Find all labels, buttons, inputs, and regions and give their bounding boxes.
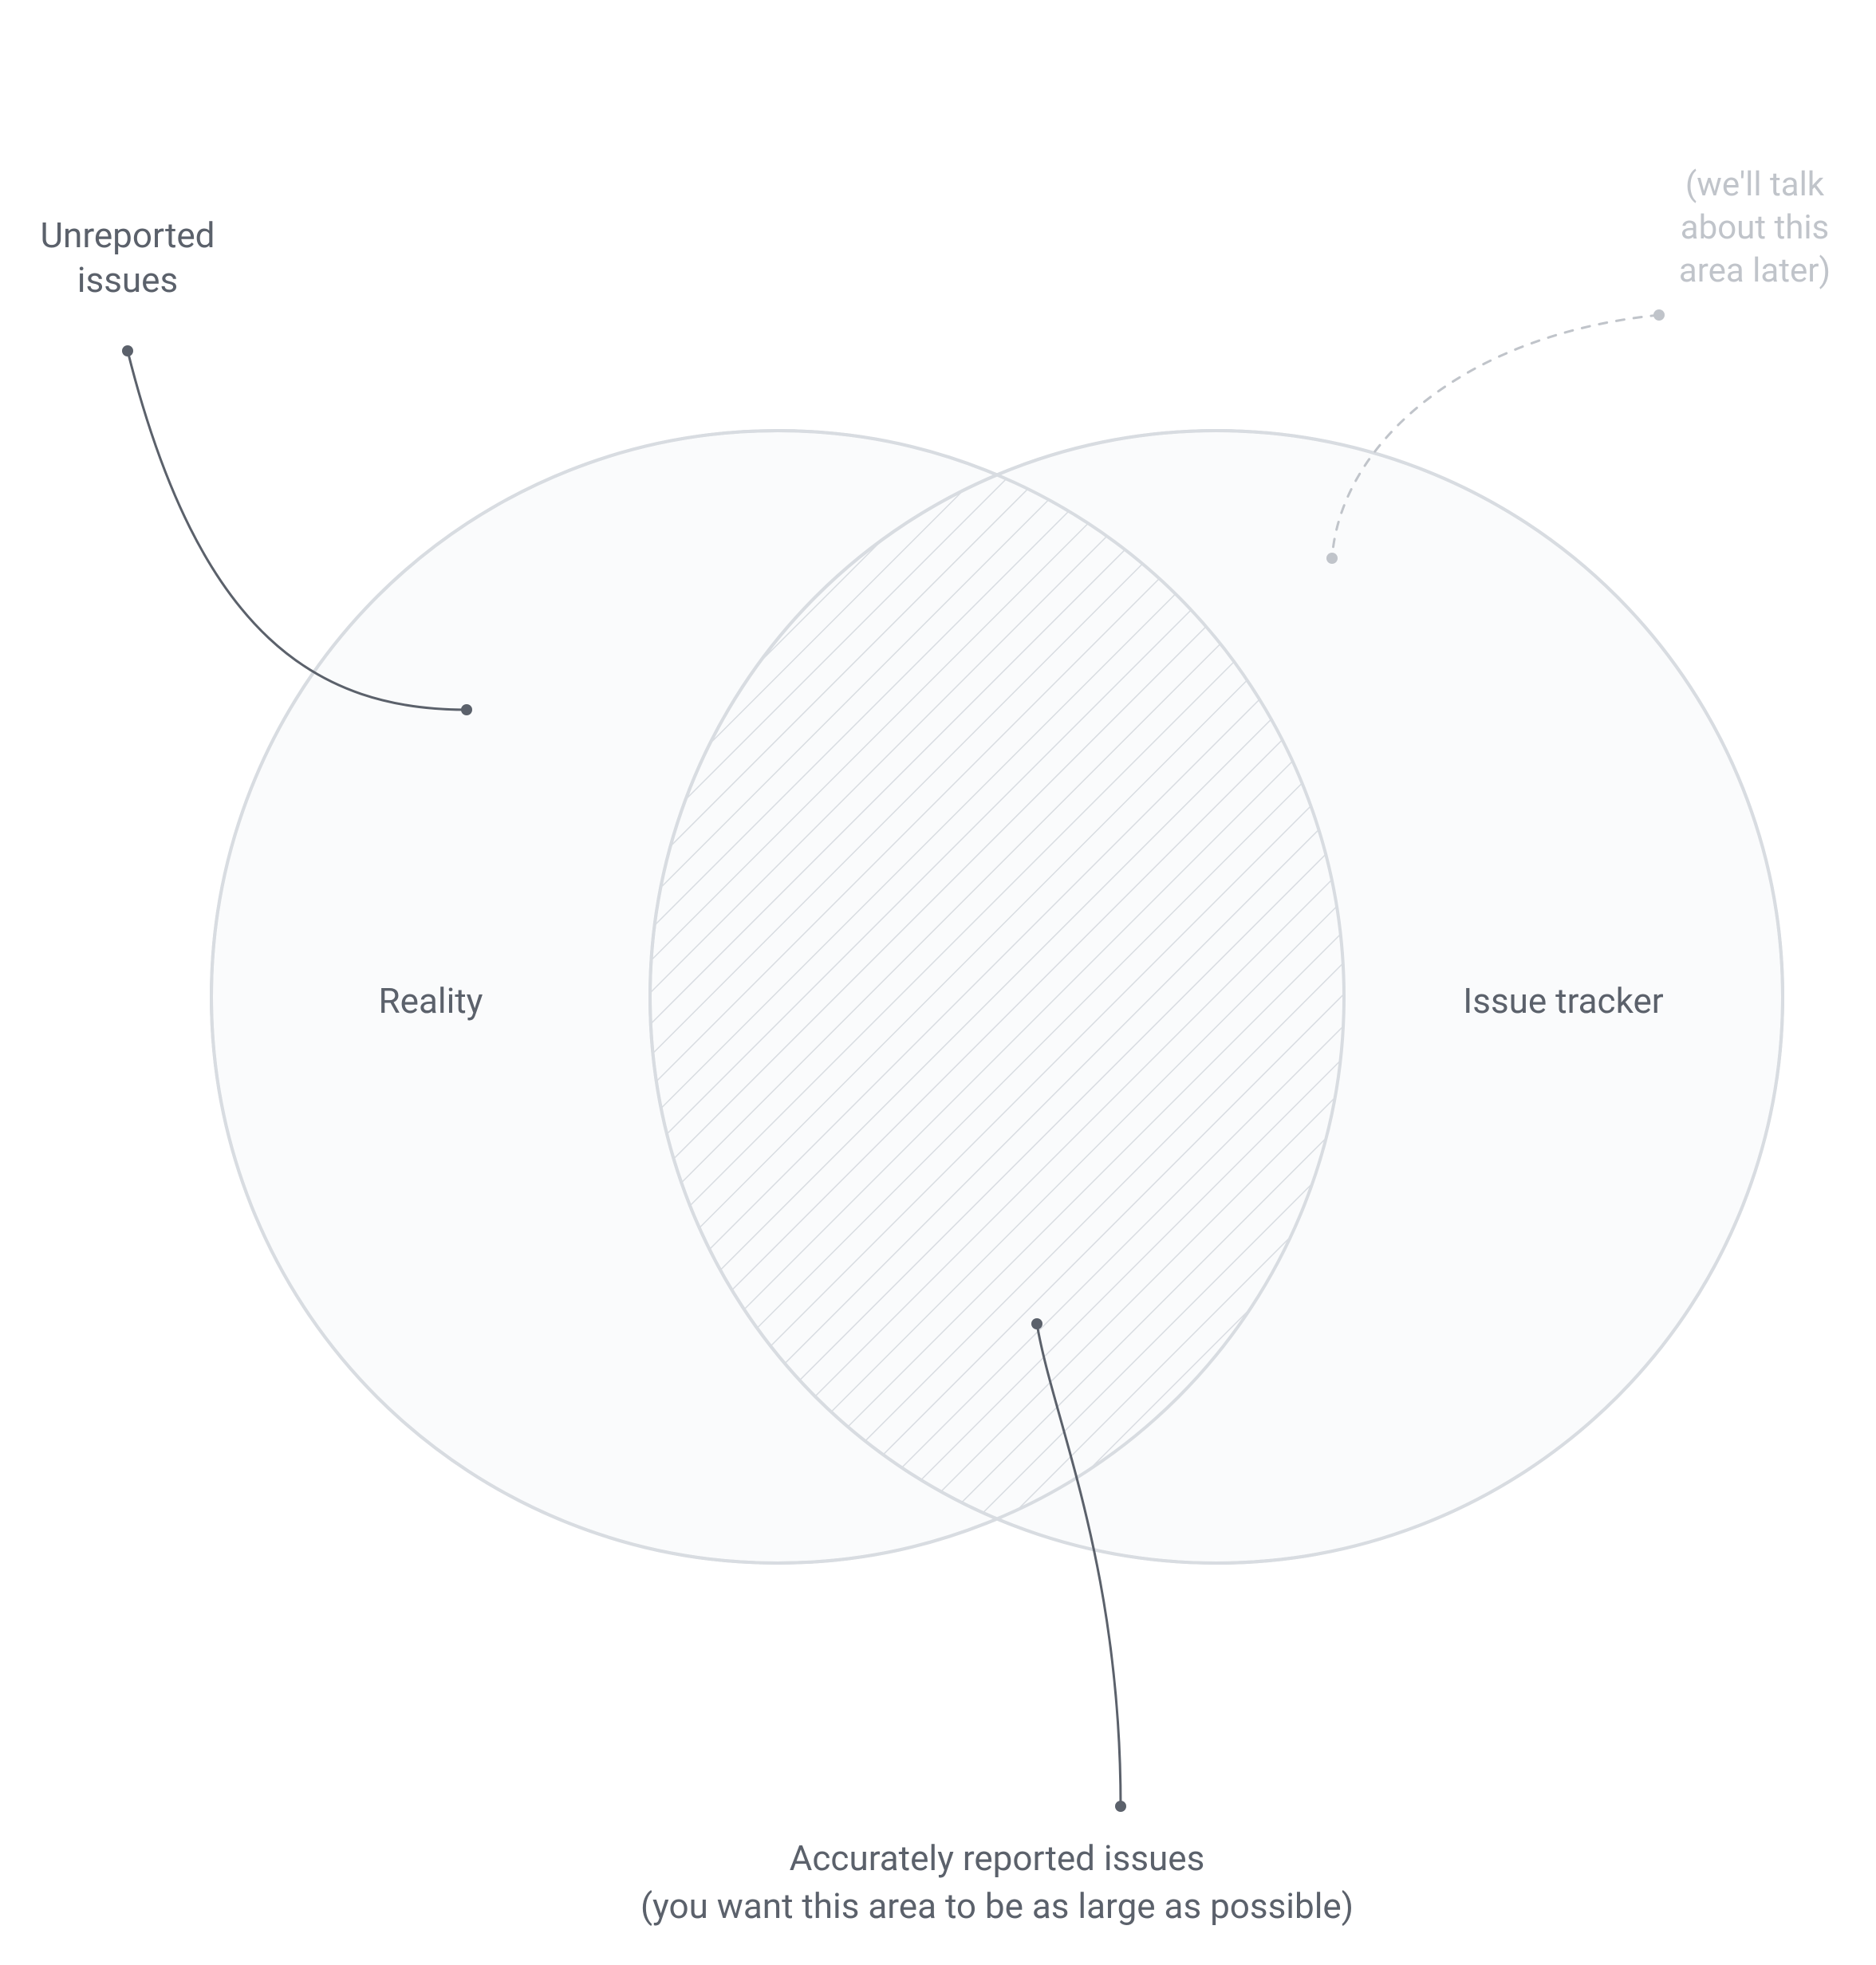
label-issue-tracker: Issue tracker xyxy=(1463,980,1664,1022)
label-unreported-line2: issues xyxy=(77,259,178,301)
label-later-line1: (we'll talk xyxy=(1685,165,1825,204)
label-reality: Reality xyxy=(379,980,483,1022)
label-accurate-line2: (you want this area to be as large as po… xyxy=(640,1885,1354,1927)
label-unreported-line1: Unreported xyxy=(41,215,215,256)
label-accurate-line1: Accurately reported issues xyxy=(790,1837,1205,1879)
label-later-line3: area later) xyxy=(1679,251,1831,290)
label-later-line2: about this xyxy=(1681,208,1829,247)
